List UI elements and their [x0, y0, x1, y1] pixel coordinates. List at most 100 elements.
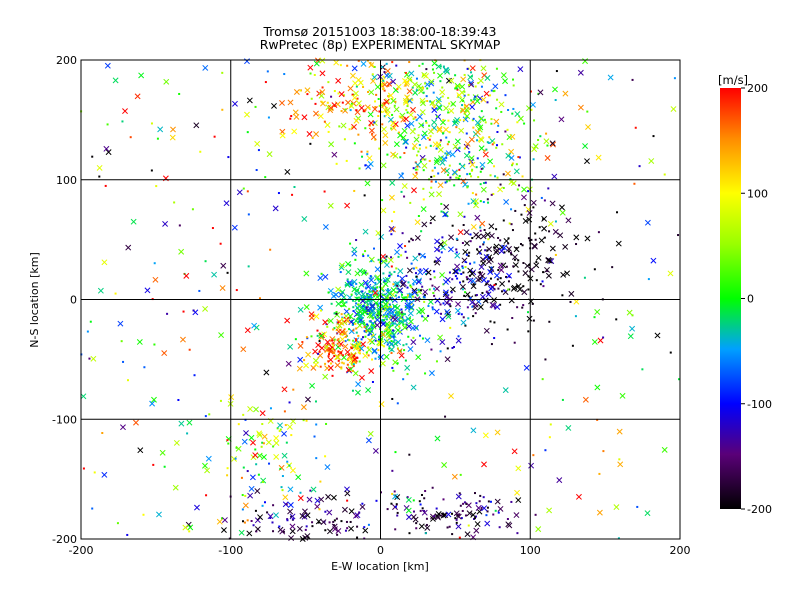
data-point-cross: [137, 447, 144, 454]
data-point-dot: [191, 208, 194, 211]
data-point-dot: [549, 423, 552, 426]
data-point-cross: [327, 356, 334, 363]
x-tick-label: 100: [520, 544, 541, 557]
data-point-dot: [398, 321, 401, 324]
data-point-cross: [250, 439, 256, 446]
data-point-dot: [337, 338, 340, 341]
data-point-cross: [526, 210, 533, 216]
data-point-dot: [404, 359, 407, 362]
data-point-cross: [483, 327, 490, 334]
data-point-dot: [403, 313, 406, 316]
data-point-dot: [246, 131, 249, 134]
data-point-dot: [467, 93, 470, 96]
data-point-dot: [468, 251, 471, 254]
data-point-cross: [244, 111, 250, 118]
data-point-cross: [421, 509, 428, 516]
data-point-dot: [429, 100, 432, 103]
data-point-dot: [449, 305, 452, 308]
data-point-dot: [365, 306, 368, 309]
data-point-dot: [314, 400, 317, 403]
data-point-dot: [309, 72, 312, 75]
data-point-dot: [389, 322, 392, 325]
data-point-cross: [403, 138, 410, 145]
data-point-dot: [457, 335, 460, 338]
data-point-dot: [461, 265, 464, 268]
data-point-dot: [342, 362, 345, 365]
data-point-cross: [159, 449, 166, 456]
data-point-dot: [502, 173, 505, 176]
data-point-cross: [470, 277, 476, 284]
data-point-dot: [484, 249, 487, 252]
data-point-cross: [335, 77, 342, 84]
data-point-dot: [352, 306, 355, 309]
data-point-cross: [133, 419, 139, 426]
data-point-dot: [393, 270, 396, 273]
data-point-dot: [472, 283, 475, 286]
data-point-cross: [271, 102, 277, 109]
data-point-dot: [405, 326, 408, 329]
data-point-dot: [515, 163, 518, 166]
data-point-cross: [380, 207, 387, 214]
data-point-dot: [408, 293, 411, 296]
data-point-cross: [292, 109, 299, 116]
data-point-cross: [485, 258, 492, 265]
data-point-cross: [617, 461, 624, 468]
data-point-cross: [397, 287, 404, 294]
data-point-cross: [357, 313, 364, 320]
data-point-cross: [439, 272, 446, 279]
data-point-dot: [394, 505, 397, 508]
data-point-cross: [288, 535, 295, 542]
data-point-cross: [420, 206, 427, 213]
data-point-dot: [466, 306, 469, 309]
data-point-dot: [461, 509, 464, 512]
data-point-cross: [448, 393, 454, 399]
data-point-dot: [373, 121, 376, 124]
data-point-cross: [596, 509, 603, 516]
data-point-dot: [415, 266, 418, 269]
data-point-dot: [507, 242, 510, 245]
data-point-cross: [303, 304, 310, 311]
data-point-dot: [188, 348, 191, 351]
chart-title: Tromsø 20151003 18:38:00-18:39:43: [262, 24, 496, 39]
data-point-cross: [263, 369, 270, 376]
data-point-cross: [558, 204, 565, 211]
data-point-dot: [574, 315, 577, 318]
data-point-dot: [456, 238, 459, 241]
data-point-dot: [356, 536, 359, 539]
data-point-cross: [365, 437, 372, 444]
data-point-cross: [526, 216, 533, 223]
data-point-dot: [311, 525, 314, 528]
data-point-dot: [486, 506, 489, 509]
data-point-dot: [371, 358, 374, 361]
data-point-dot: [357, 351, 360, 354]
data-point-cross: [352, 512, 359, 519]
data-point-dot: [346, 278, 349, 281]
data-point-dot: [490, 266, 493, 269]
data-point-cross: [424, 524, 431, 531]
data-point-cross: [296, 365, 303, 372]
data-point-dot: [400, 116, 403, 119]
data-point-dot: [416, 165, 419, 168]
data-point-dot: [471, 119, 474, 122]
data-point-cross: [482, 151, 489, 158]
data-point-cross: [559, 209, 566, 216]
data-point-cross: [371, 106, 378, 113]
data-point-dot: [328, 353, 331, 356]
data-point-dot: [458, 147, 461, 150]
data-point-cross: [406, 514, 412, 521]
data-point-dot: [340, 367, 343, 370]
data-point-dot: [467, 524, 470, 527]
data-point-cross: [205, 455, 212, 462]
data-point-dot: [363, 269, 366, 272]
data-point-cross: [297, 495, 304, 502]
data-point-dot: [310, 97, 313, 100]
data-point-dot: [501, 290, 504, 293]
data-point-dot: [441, 86, 444, 89]
data-point-cross: [508, 297, 515, 304]
data-point-dot: [512, 107, 515, 110]
data-point-cross: [306, 496, 313, 503]
data-point-dot: [448, 271, 451, 274]
data-point-dot: [362, 305, 365, 308]
data-point-dot: [448, 303, 451, 306]
data-point-dot: [336, 342, 339, 345]
